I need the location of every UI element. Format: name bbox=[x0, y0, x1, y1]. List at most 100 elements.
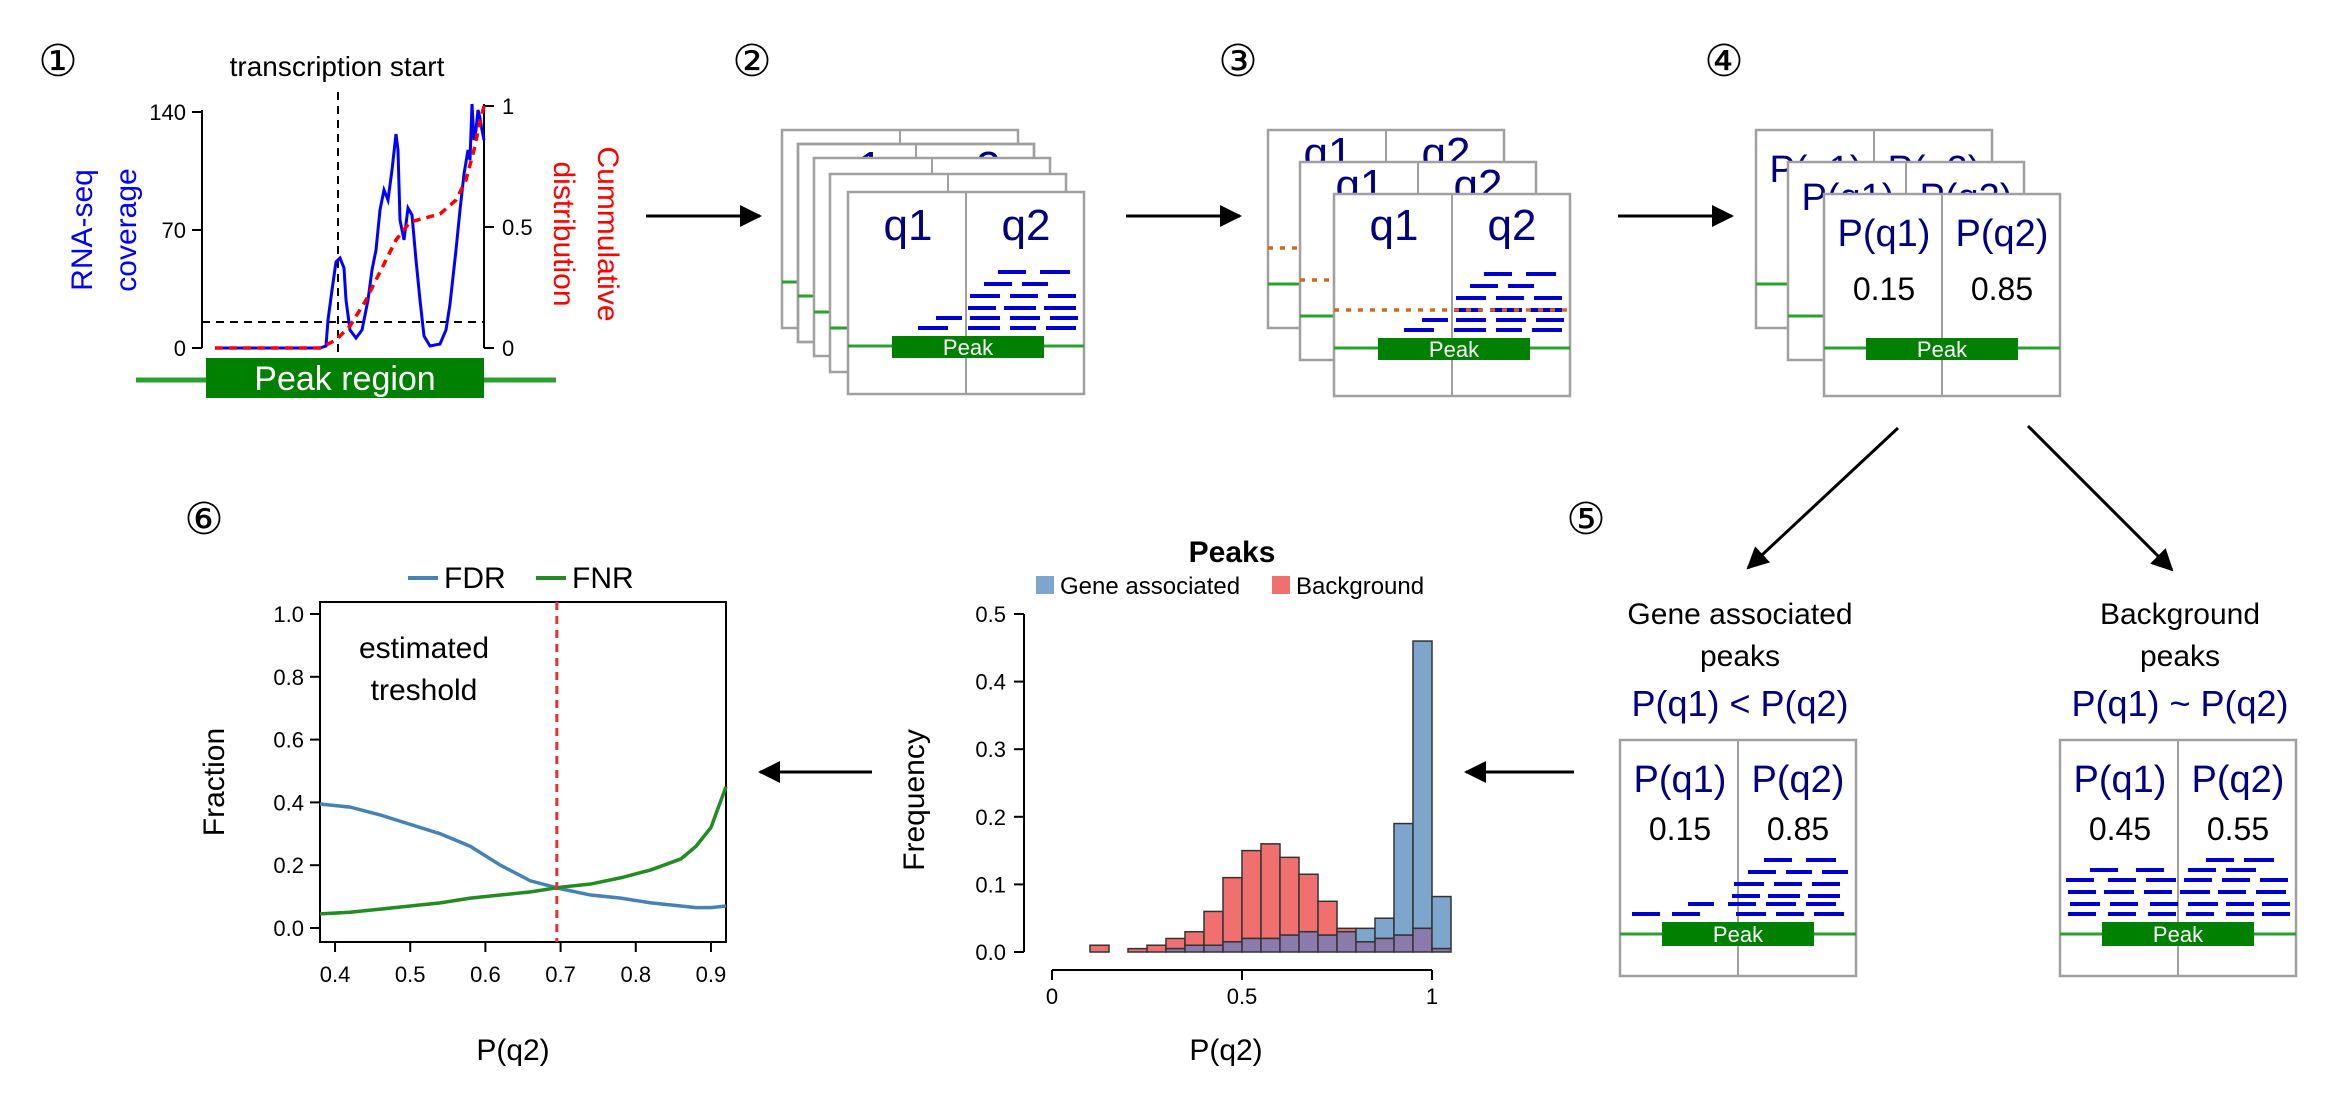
line-chart-frame bbox=[319, 601, 727, 943]
histogram-bar-overlap bbox=[1184, 944, 1205, 953]
reads bbox=[918, 270, 1078, 330]
threshold-label-line2: treshold bbox=[371, 674, 478, 707]
histogram-bar bbox=[1393, 822, 1414, 936]
line-chart-x-tick: 0.8 bbox=[620, 962, 651, 987]
stack-card-front: q1 q2 Peak bbox=[1332, 192, 1572, 398]
arrow-to-background bbox=[2026, 424, 2174, 572]
gene-title-line2: peaks bbox=[1700, 640, 1780, 673]
histogram-y-tick: 0.5 bbox=[975, 602, 1006, 627]
histogram-bar bbox=[1146, 944, 1167, 953]
histogram-x-tick: 0 bbox=[1046, 984, 1058, 1009]
pq1-label: P(q1) bbox=[1838, 213, 1931, 255]
coverage-tick: 0 bbox=[174, 336, 186, 361]
cumulative-tick: 0 bbox=[502, 336, 514, 361]
histogram-bar-overlap bbox=[1165, 947, 1186, 953]
histogram-bar-overlap bbox=[1317, 934, 1338, 953]
panel-read-split-stack: q1 q2 q1 q2 bbox=[780, 128, 1086, 396]
histogram-ylabel: Frequency bbox=[898, 729, 931, 871]
fdr-fnr-chart: FDR FNR Fraction P(q2) estimated treshol… bbox=[198, 562, 728, 1067]
cumulative-tick: 0.5 bbox=[502, 215, 533, 240]
line-chart-y-tick: 0.8 bbox=[273, 665, 304, 690]
peak-box bbox=[1866, 338, 2018, 360]
line-chart-ylabel: Fraction bbox=[198, 728, 231, 836]
cumulative-ylabel-line1: Cummulative bbox=[591, 146, 624, 321]
line-chart-x-tick: 0.5 bbox=[395, 962, 426, 987]
histogram-bar bbox=[1298, 873, 1319, 933]
cumulative-ylabel-line2: distribution bbox=[547, 161, 580, 306]
peak-region-label: Peak region bbox=[254, 360, 435, 398]
q1-label: q1 bbox=[1370, 201, 1419, 250]
panel-background: Background peaks P(q1) ~ P(q2) P(q1) P(q… bbox=[2058, 598, 2298, 978]
coverage-ylabel-line2: coverage bbox=[110, 168, 143, 291]
histogram-bar bbox=[1317, 900, 1338, 936]
pq2-value: 0.85 bbox=[1971, 271, 2033, 307]
q2-label: q2 bbox=[1002, 201, 1051, 250]
threshold-label-line1: estimated bbox=[359, 632, 489, 665]
gene-title-line1: Gene associated bbox=[1627, 598, 1852, 631]
histogram-bar-overlap bbox=[1241, 937, 1262, 953]
histogram-bar-overlap bbox=[1203, 944, 1224, 953]
pq1-value: 0.45 bbox=[2089, 811, 2151, 847]
panel-cumulative-threshold-stack: q1 q2 q1 q2 q1 q2 bbox=[1266, 128, 1572, 398]
histogram-xlabel: P(q2) bbox=[1189, 1034, 1262, 1067]
pq2-value: 0.85 bbox=[1767, 811, 1829, 847]
step-4-number: ④ bbox=[1704, 37, 1743, 86]
histogram-bar bbox=[1374, 917, 1395, 940]
peak-label: Peak bbox=[1917, 337, 1968, 362]
peak-box bbox=[2102, 922, 2254, 946]
coverage-tick: 140 bbox=[149, 100, 186, 125]
histogram-y-tick: 0.4 bbox=[975, 670, 1006, 695]
reads bbox=[2066, 858, 2290, 916]
pq2-label: P(q2) bbox=[1752, 759, 1845, 801]
histogram-bar-overlap bbox=[1412, 927, 1433, 953]
reads bbox=[1404, 272, 1564, 332]
panel-probability-stack: P(q1) P(q2) P(q1) P(q2) P(q1) P(q2) 0.15… bbox=[1754, 128, 2062, 398]
line-chart-x-tick: 0.9 bbox=[696, 962, 727, 987]
step-3-number: ③ bbox=[1218, 37, 1257, 86]
pq1-label: P(q1) bbox=[1634, 759, 1727, 801]
histogram-bar bbox=[1203, 910, 1224, 946]
histogram-bar bbox=[1355, 927, 1376, 943]
panel-coverage: transcription start 140 70 0 1 0.5 0 RNA… bbox=[66, 51, 624, 398]
fdr-line bbox=[319, 802, 727, 910]
stack-card-front: P(q1) P(q2) 0.15 0.85 Peak bbox=[1822, 192, 2062, 398]
legend-label-background: Background bbox=[1296, 573, 1424, 600]
histogram-bar-overlap bbox=[1355, 941, 1376, 953]
line-chart-xlabel: P(q2) bbox=[476, 1034, 549, 1067]
histogram-y-tick: 0.0 bbox=[975, 940, 1006, 965]
peak-region-box bbox=[206, 358, 484, 398]
legend-label-gene: Gene associated bbox=[1060, 573, 1240, 600]
peak-label: Peak bbox=[2153, 922, 2204, 947]
histogram-y-tick: 0.1 bbox=[975, 872, 1006, 897]
line-chart-y-tick: 0.4 bbox=[273, 790, 304, 815]
background-relation: P(q1) ~ P(q2) bbox=[2071, 683, 2288, 724]
histogram-bar bbox=[1165, 937, 1186, 950]
step-6-number: ⑥ bbox=[184, 495, 223, 544]
reads bbox=[1632, 858, 1848, 916]
histogram-bar bbox=[1222, 876, 1243, 943]
panel-gene-associated: Gene associated peaks P(q1) < P(q2) P(q1… bbox=[1618, 598, 1858, 978]
line-chart-y-tick: 1.0 bbox=[273, 602, 304, 627]
peak-box bbox=[1378, 338, 1530, 360]
gene-relation: P(q1) < P(q2) bbox=[1631, 683, 1848, 724]
histogram-bar bbox=[1260, 843, 1281, 940]
transcription-start-label: transcription start bbox=[230, 51, 445, 82]
cumulative-tick: 1 bbox=[502, 94, 514, 119]
coverage-trace bbox=[215, 103, 486, 350]
coverage-ylabel-line1: RNA-seq bbox=[66, 169, 99, 291]
histogram-bar-overlap bbox=[1222, 941, 1243, 953]
step-5-number: ⑤ bbox=[1566, 495, 1605, 544]
peak-box bbox=[1662, 922, 1814, 946]
histogram-x-tick: 1 bbox=[1426, 984, 1438, 1009]
peak-label: Peak bbox=[943, 335, 994, 360]
peak-label: Peak bbox=[1429, 337, 1480, 362]
fnr-line bbox=[319, 786, 728, 916]
pq2-value: 0.55 bbox=[2207, 811, 2269, 847]
arrow-to-gene-associated bbox=[1746, 426, 1900, 570]
pq2-label: P(q2) bbox=[1956, 213, 2049, 255]
pq1-value: 0.15 bbox=[1853, 271, 1915, 307]
histogram-bar bbox=[1241, 849, 1262, 940]
histogram-bar-overlap bbox=[1431, 947, 1452, 953]
stack-card-front: q1 q2 Peak bbox=[846, 190, 1086, 396]
